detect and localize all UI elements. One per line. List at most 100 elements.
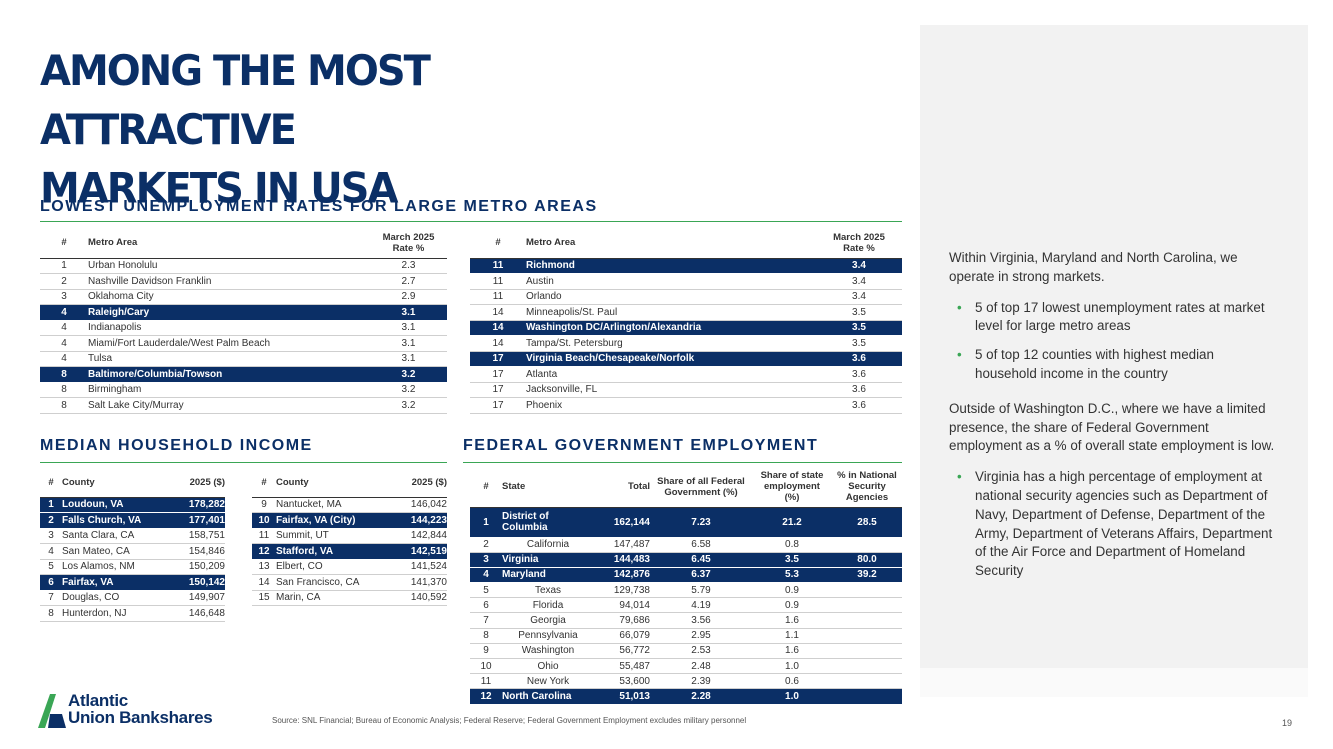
rate-cell: 3.1 xyxy=(370,304,447,321)
national-security-cell xyxy=(832,582,902,599)
header-rate-line-2: Rate % xyxy=(392,242,425,254)
rate-cell: 2.3 xyxy=(370,258,447,274)
bullet-icon: • xyxy=(957,299,962,315)
rank-cell: 12 xyxy=(470,688,502,705)
share-federal-cell: 3.56 xyxy=(650,612,752,629)
income-value-cell: 178,282 xyxy=(165,497,225,513)
table-row: 4 Miami/Fort Lauderdale/West Palm Beach 3.… xyxy=(40,335,447,352)
page-number: 19 xyxy=(1282,718,1293,728)
rate-cell: 3.1 xyxy=(370,351,447,367)
unemployment-table-right: # Metro Area March 2025 Rate % 11 Richmond… xyxy=(470,228,902,414)
state-name-line: Georgia xyxy=(530,615,566,627)
income-value-cell: 150,209 xyxy=(165,559,225,575)
national-security-cell xyxy=(832,658,902,675)
total-cell: 79,686 xyxy=(594,612,650,629)
metro-area-cell: Phoenix xyxy=(526,397,816,414)
table-row: 8 Pennsylvania 66,079 2.95 1.1 xyxy=(470,628,902,644)
header-state: State xyxy=(502,467,594,508)
state-cell: Washington xyxy=(502,643,594,660)
rank-cell: 14 xyxy=(470,335,526,352)
table-row: 8 Baltimore/Columbia/Towson 3.2 xyxy=(40,366,447,383)
state-cell: Florida xyxy=(502,597,594,614)
state-cell: District of Columbia xyxy=(502,507,594,538)
rate-cell: 3.4 xyxy=(816,258,902,274)
table-row: 1 Urban Honolulu 2.3 xyxy=(40,258,447,274)
share-federal-cell: 2.39 xyxy=(650,673,752,690)
county-cell: San Mateo, CA xyxy=(62,543,165,560)
rank-cell: 8 xyxy=(40,605,62,622)
header-num: # xyxy=(40,469,62,498)
income-value-cell: 150,142 xyxy=(165,574,225,591)
share-federal-cell: 2.95 xyxy=(650,628,752,644)
income-value-cell: 141,524 xyxy=(389,559,447,575)
total-cell: 142,876 xyxy=(594,567,650,584)
national-security-cell xyxy=(832,688,902,705)
state-cell: New York xyxy=(502,673,594,690)
table-row: 8 Salt Lake City/Murray 3.2 xyxy=(40,397,447,414)
county-cell: Douglas, CO xyxy=(62,590,165,606)
table-row: 1 Loudoun, VA 178,282 xyxy=(40,497,225,513)
metro-area-cell: Nashville Davidson Franklin xyxy=(88,273,370,290)
national-security-cell: 28.5 xyxy=(832,507,902,538)
bullet-icon: • xyxy=(957,469,962,485)
header-rate: March 2025 Rate % xyxy=(816,228,902,259)
table-row: 14 Tampa/St. Petersburg 3.5 xyxy=(470,335,902,352)
income-table-right: # County 2025 ($) 9 Nantucket, MA 146,042 1… xyxy=(252,469,447,606)
table-row: 6 Florida 94,014 4.19 0.9 xyxy=(470,597,902,614)
rate-cell: 3.4 xyxy=(816,273,902,290)
rank-cell: 4 xyxy=(40,335,88,352)
table-row: 4 Indianapolis 3.1 xyxy=(40,320,447,336)
rank-cell: 4 xyxy=(40,351,88,367)
table-row: 6 Fairfax, VA 150,142 xyxy=(40,574,225,591)
share-federal-cell: 6.37 xyxy=(650,567,752,584)
company-logo: Atlantic Union Bankshares xyxy=(38,692,268,732)
county-cell: Hunterdon, NJ xyxy=(62,605,165,622)
rank-cell: 14 xyxy=(252,574,276,591)
page-title-line-2: MARKETS IN USA xyxy=(40,164,398,214)
header-share-state: Share of state employment (%) xyxy=(752,467,832,508)
rank-cell: 17 xyxy=(470,366,526,383)
rank-cell: 11 xyxy=(252,528,276,544)
income-value-cell: 140,592 xyxy=(389,590,447,606)
rate-cell: 3.6 xyxy=(816,382,902,398)
header-total: Total xyxy=(594,467,650,508)
header-num: # xyxy=(252,469,276,498)
total-cell: 94,014 xyxy=(594,597,650,614)
income-section-rule xyxy=(40,462,447,463)
rank-cell: 17 xyxy=(470,351,526,367)
rank-cell: 2 xyxy=(470,537,502,553)
state-name-line: Maryland xyxy=(502,569,546,581)
federal-section-rule xyxy=(463,462,902,463)
share-state-cell: 21.2 xyxy=(752,507,832,538)
metro-area-cell: Jacksonville, FL xyxy=(526,382,816,398)
national-security-cell: 39.2 xyxy=(832,567,902,584)
state-cell: California xyxy=(502,537,594,553)
header-rate: March 2025 Rate % xyxy=(370,228,447,259)
county-cell: Summit, UT xyxy=(276,528,389,544)
rank-cell: 10 xyxy=(470,658,502,675)
rank-cell: 9 xyxy=(470,643,502,660)
table-row: 11 Orlando 3.4 xyxy=(470,289,902,305)
rank-cell: 1 xyxy=(470,507,502,538)
county-cell: Elbert, CO xyxy=(276,559,389,575)
header-share-federal-line-2: Government (%) xyxy=(664,486,738,498)
share-state-cell: 3.5 xyxy=(752,552,832,568)
page-title: AMONG THE MOST ATTRACTIVE MARKETS IN USA xyxy=(40,42,680,218)
federal-employment-table: # State Total Share of all Federal Govern… xyxy=(470,467,902,705)
sidebar-panel-footer-band xyxy=(920,668,1308,697)
share-federal-cell: 4.19 xyxy=(650,597,752,614)
table-row: 11 New York 53,600 2.39 0.6 xyxy=(470,673,902,690)
share-state-cell: 0.9 xyxy=(752,597,832,614)
rate-cell: 3.6 xyxy=(816,397,902,414)
income-value-cell: 154,846 xyxy=(165,543,225,560)
table-row: 17 Phoenix 3.6 xyxy=(470,397,902,414)
header-num: # xyxy=(470,228,526,259)
income-value-cell: 141,370 xyxy=(389,574,447,591)
table-row: 10 Fairfax, VA (City) 144,223 xyxy=(252,512,447,529)
state-name-line: Pennsylvania xyxy=(518,630,578,642)
metro-area-cell: Raleigh/Cary xyxy=(88,304,370,321)
table-row: 9 Nantucket, MA 146,042 xyxy=(252,497,447,513)
income-section-title: MEDIAN HOUSEHOLD INCOME xyxy=(40,437,313,454)
rate-cell: 3.6 xyxy=(816,351,902,367)
metro-area-cell: Urban Honolulu xyxy=(88,258,370,274)
